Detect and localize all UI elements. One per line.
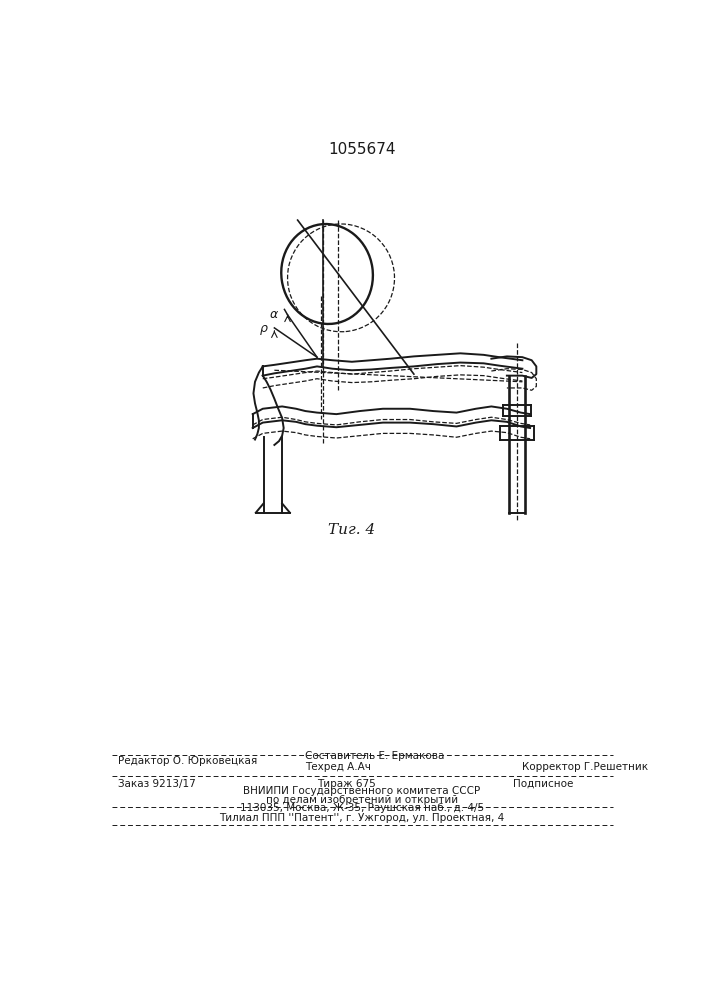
Text: Τилиал ППП ''Патент'', г. Ужгород, ул. Проектная, 4: Τилиал ППП ''Патент'', г. Ужгород, ул. П… [219, 813, 505, 823]
Text: Тираж 675: Тираж 675 [317, 779, 375, 789]
Text: ВНИИПИ Государственного комитета СССР: ВНИИПИ Государственного комитета СССР [243, 786, 481, 796]
Text: Корректор Г.Решетник: Корректор Г.Решетник [522, 762, 648, 772]
Text: $\rho$: $\rho$ [259, 323, 269, 337]
Text: Составитель Е. Ермакова: Составитель Е. Ермакова [305, 751, 445, 761]
Text: 1055674: 1055674 [328, 142, 396, 157]
Text: по делам изобретений и открытий: по делам изобретений и открытий [266, 795, 458, 805]
Text: Заказ 9213/17: Заказ 9213/17 [118, 779, 196, 789]
Text: $\alpha$: $\alpha$ [269, 308, 279, 321]
Text: Τиг. 4: Τиг. 4 [328, 523, 375, 537]
Text: Редактор О. Юрковецкая: Редактор О. Юрковецкая [118, 756, 257, 766]
Text: 113035, Москва, Ж-35, Раушская наб., д. 4/5: 113035, Москва, Ж-35, Раушская наб., д. … [240, 803, 484, 813]
Text: Подписное: Подписное [513, 779, 573, 789]
Text: Техред А.Ач: Техред А.Ач [305, 762, 371, 772]
